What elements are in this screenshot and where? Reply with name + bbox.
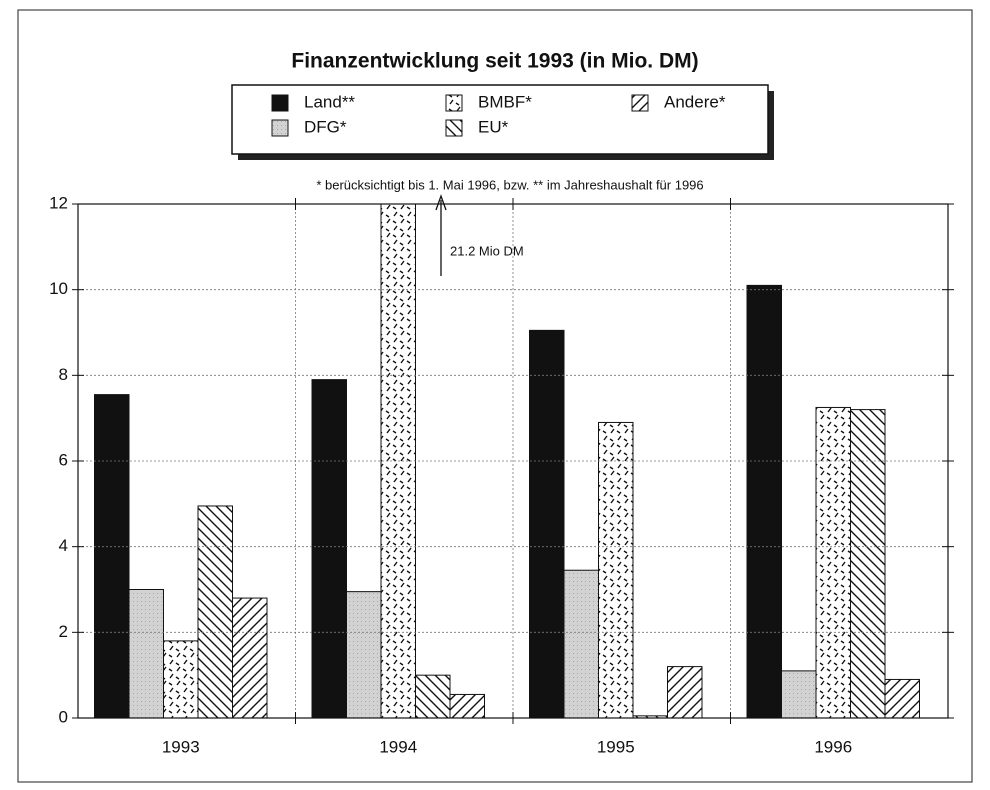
annotation-arrowhead [435,194,447,211]
y-tick-label: 4 [59,536,68,555]
frame [17,9,973,783]
bar [781,670,817,718]
bar [415,674,451,718]
chart-title: Finanzentwicklung seit 1993 (in Mio. DM) [291,50,698,73]
legend-swatch [631,94,649,112]
bar [346,591,382,718]
y-tick-label: 2 [59,622,68,641]
legend-swatch [445,119,463,137]
bar [94,394,130,718]
legend-label: EU* [478,117,509,136]
bar [746,284,782,718]
bar [449,693,485,718]
bar [529,329,565,718]
bar [667,666,703,718]
legend-swatch [271,119,289,137]
y-tick-label: 12 [49,193,68,212]
legend-label: Andere* [664,92,726,111]
annotation: 21.2 Mio DM [450,243,524,258]
y-tick-label: 6 [59,450,68,469]
x-tick-label: 1993 [162,737,200,756]
legend-label: BMBF* [478,92,532,111]
legend [231,84,769,155]
note: * berücksichtigt bis 1. Mai 1996, bzw. *… [316,177,703,192]
bar [563,569,599,718]
plot-frame [77,203,949,719]
bar [197,505,233,718]
bar [598,421,634,718]
legend-swatch [445,94,463,112]
bar [311,379,347,718]
bar [232,597,268,718]
legend-label: DFG* [304,117,347,136]
bar [163,640,199,718]
x-tick-label: 1996 [814,737,852,756]
bar [850,409,886,718]
legend-swatch [271,94,289,112]
x-tick-label: 1995 [597,737,635,756]
bar [128,589,164,718]
bar [884,678,920,718]
y-tick-label: 0 [59,707,68,726]
y-tick-label: 8 [59,365,68,384]
legend-label: Land** [304,92,355,111]
bar [815,406,851,718]
y-tick-label: 10 [49,279,68,298]
x-tick-label: 1994 [379,737,417,756]
